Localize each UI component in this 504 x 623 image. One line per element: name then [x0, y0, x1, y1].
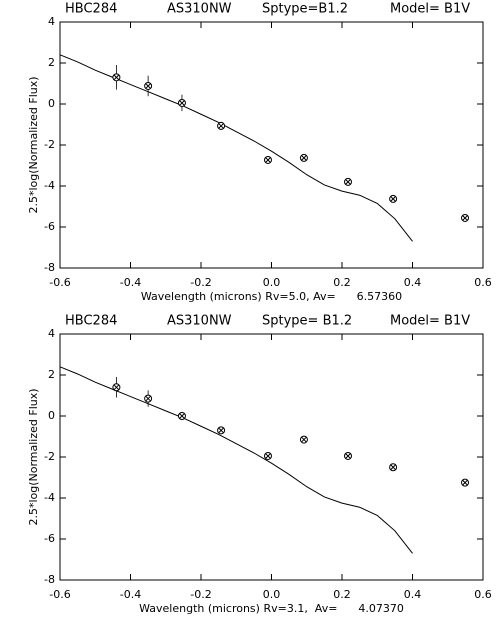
- data-point: [144, 394, 153, 403]
- y-tick-label: 0: [48, 409, 55, 422]
- x-tick-label: 0.0: [263, 588, 281, 601]
- header-text: HBC284: [65, 2, 117, 17]
- data-point: [389, 463, 398, 472]
- data-point: [343, 177, 352, 186]
- data-point: [112, 383, 121, 392]
- marker-cross: [265, 453, 271, 459]
- y-tick-label: -2: [44, 138, 55, 151]
- panel: HBC284 AS310NW Sptype= B1.2 Model= B1V -0.6 -…: [27, 314, 492, 616]
- x-tick-label: 0.4: [404, 276, 422, 289]
- marker-cross: [390, 196, 396, 202]
- header-text: Sptype= B1.2: [262, 314, 352, 329]
- x-tick-label: -0.6: [49, 276, 70, 289]
- marker-cross: [145, 83, 151, 89]
- marker-cross: [462, 215, 468, 221]
- y-tick-label: 2: [48, 56, 55, 69]
- marker-cross: [265, 157, 271, 163]
- data-point: [217, 426, 226, 435]
- y-tick-label: -4: [44, 179, 55, 192]
- x-tick-label: -0.6: [49, 588, 70, 601]
- y-axis-label: 2.5*log(Normalized Flux): [27, 76, 40, 213]
- x-tick-label: -0.4: [120, 276, 141, 289]
- x-axis-label: Wavelength (microns) Rv=5.0, Av= 6.57360: [141, 290, 402, 303]
- marker-cross: [113, 384, 120, 391]
- header-text: Sptype=B1.2: [262, 2, 348, 17]
- data-point: [343, 451, 352, 460]
- data-point: [263, 155, 272, 164]
- data-point: [177, 412, 186, 420]
- x-tick-label: 0.2: [333, 276, 351, 289]
- data-point: [112, 73, 121, 82]
- marker-cross: [345, 453, 351, 459]
- model-line: [59, 366, 413, 554]
- marker-cross: [179, 413, 185, 419]
- x-tick-label: -0.2: [190, 276, 211, 289]
- data-point: [389, 194, 398, 203]
- header-text: Model= B1V: [390, 314, 470, 329]
- data-point: [299, 153, 308, 162]
- x-axis-label: Wavelength (microns) Rv=3.1, Av= 4.07370: [139, 602, 404, 615]
- x-tick-label: 0.6: [474, 588, 492, 601]
- marker-cross: [345, 179, 351, 185]
- y-tick-label: 2: [48, 368, 55, 381]
- marker-cross: [145, 395, 151, 402]
- data-point: [461, 478, 470, 487]
- marker-cross: [390, 464, 396, 471]
- marker-cross: [462, 479, 468, 486]
- x-tick-label: 0.0: [263, 276, 281, 289]
- y-tick-label: -8: [44, 573, 55, 586]
- y-tick-label: 4: [48, 15, 55, 28]
- data-point: [177, 98, 186, 107]
- header-text: HBC284: [65, 314, 117, 329]
- marker-cross: [179, 100, 185, 106]
- data-point: [217, 121, 226, 130]
- y-tick-label: 0: [48, 97, 55, 110]
- marker-cross: [218, 123, 224, 129]
- y-tick-label: -6: [44, 532, 55, 545]
- y-tick-label: -4: [44, 491, 55, 504]
- header-text: AS310NW: [167, 314, 232, 329]
- data-point: [299, 435, 308, 444]
- model-line: [59, 54, 413, 242]
- y-tick-label: -6: [44, 220, 55, 233]
- x-tick-label: 0.2: [333, 588, 351, 601]
- x-tick-label: 0.6: [474, 276, 492, 289]
- header-text: AS310NW: [167, 2, 232, 17]
- marker-cross: [301, 155, 307, 161]
- marker-cross: [218, 427, 224, 434]
- header-text: Model= B1V: [390, 2, 470, 17]
- y-tick-label: 4: [48, 327, 55, 340]
- plot-frame: [59, 21, 484, 269]
- x-tick-label: 0.4: [404, 588, 422, 601]
- panel: HBC284 AS310NW Sptype=B1.2 Model= B1V -0.6 -0…: [27, 2, 492, 304]
- data-point: [263, 451, 272, 460]
- marker-cross: [301, 436, 307, 443]
- x-tick-label: -0.4: [120, 588, 141, 601]
- y-tick-label: -2: [44, 450, 55, 463]
- y-tick-label: -8: [44, 261, 55, 274]
- data-point: [144, 81, 153, 90]
- x-tick-label: -0.2: [190, 588, 211, 601]
- data-point: [461, 213, 470, 222]
- y-axis-label: 2.5*log(Normalized Flux): [27, 388, 40, 525]
- marker-cross: [113, 74, 120, 81]
